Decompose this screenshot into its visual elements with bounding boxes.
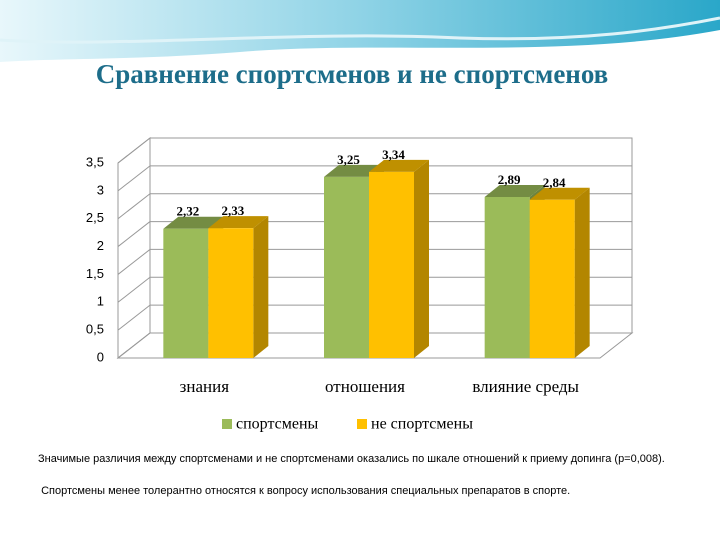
legend-swatch: [222, 419, 232, 429]
note: Значимые различия между спортсменами и н…: [38, 453, 665, 465]
grid-line: [117, 165, 151, 192]
bar-side: [574, 187, 590, 358]
y-tick-label: 3,5: [86, 154, 104, 169]
y-tick-label: 2: [97, 238, 104, 253]
bar: [163, 228, 209, 358]
value-label: 3,25: [337, 152, 360, 167]
bar-top: [163, 216, 224, 229]
chart-title: Сравнение спортсменов и не спортсменов: [96, 59, 609, 89]
value-label: 2,84: [543, 175, 566, 190]
legend-label: спортсмены: [236, 416, 319, 433]
header-line: [0, 16, 720, 44]
grid-line: [117, 304, 151, 331]
grid-line: [117, 221, 151, 247]
x-tick-label: знания: [180, 377, 230, 396]
value-label: 2,33: [221, 203, 244, 218]
y-tick-label: 0,5: [86, 322, 104, 337]
bar: [208, 228, 254, 358]
note: Спортсмены менее толерантно относятся к …: [38, 485, 571, 497]
value-label: 2,89: [498, 172, 521, 187]
legend-swatch: [357, 419, 367, 429]
grid-line: [117, 193, 151, 220]
side-wall: [117, 136, 151, 360]
x-tick-label: влияние среды: [472, 377, 579, 396]
y-tick-label: 0: [97, 349, 104, 364]
bar-side: [253, 216, 269, 358]
bar-side: [414, 159, 429, 358]
bar-top: [529, 187, 590, 200]
bar: [324, 176, 369, 358]
bar: [484, 196, 530, 358]
header-wave: [0, 0, 720, 62]
y-tick-label: 3: [97, 182, 104, 197]
grid-line: [117, 137, 151, 164]
grid-line: [117, 276, 151, 303]
bar-top: [369, 159, 429, 172]
x-tick-label: отношения: [325, 377, 405, 396]
grid-line: [117, 249, 151, 275]
y-tick-label: 1,5: [86, 266, 104, 281]
value-label: 3,34: [382, 147, 405, 162]
grid-line: [117, 332, 151, 359]
bar: [369, 171, 414, 358]
legend-label: не спортсмены: [371, 416, 473, 433]
bar-top: [208, 216, 269, 229]
bar-top: [484, 184, 545, 197]
bar: [529, 199, 575, 358]
y-tick-label: 1: [97, 294, 104, 309]
y-tick-label: 2,5: [86, 210, 104, 225]
value-label: 2,32: [176, 204, 199, 219]
